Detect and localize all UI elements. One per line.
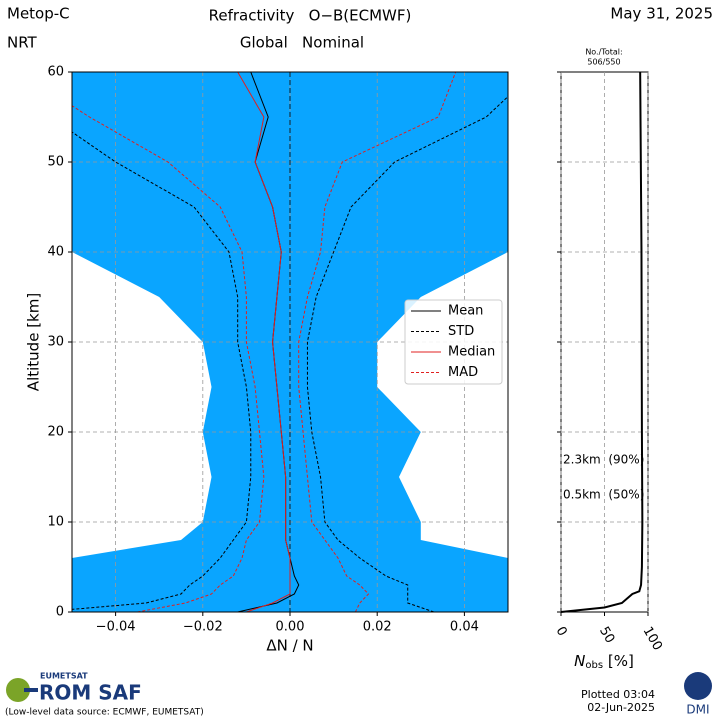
x-tick-label: 0.00 (276, 620, 305, 635)
legend-label: STD (448, 324, 474, 339)
legend-box (404, 299, 503, 385)
nobs-line (560, 71, 644, 613)
header-left: Metop-C (7, 5, 70, 23)
org: EUMETSAT (40, 672, 88, 681)
y-tick-label: 20 (47, 425, 64, 440)
dmi-text: DMI (686, 703, 709, 717)
label-unit: [%] (603, 652, 634, 670)
plotted: Plotted 03:04 (581, 688, 655, 701)
y-tick-label: 0 (56, 605, 64, 620)
y-tick-label: 40 (47, 245, 64, 260)
x-tick-label: 0 (553, 624, 570, 639)
right-subtitle: 506/550 (587, 58, 620, 67)
y-label: Altitude [km] (25, 293, 43, 391)
logo: EUMETSAT ROM SAF (Low-level data source:… (5, 672, 712, 718)
x-tick-label: 100 (640, 624, 665, 653)
annotation: 0.5km (50%) (563, 488, 644, 502)
x-tick-label: −0.04 (96, 620, 136, 635)
legend-label: MAD (448, 365, 478, 380)
header-center: Refractivity O−B(ECMWF) (209, 7, 412, 25)
y-tick-label: 50 (47, 155, 64, 170)
annotation: 2.3km (90%) (563, 453, 644, 467)
series-line (298, 72, 457, 612)
dmi-logo (684, 672, 712, 700)
y-tick-label: 30 (47, 335, 64, 350)
y-tick-label: 60 (47, 65, 64, 80)
series-line (306, 95, 508, 612)
logo-icon (24, 688, 38, 692)
series-line (72, 131, 252, 610)
plot-area (72, 72, 508, 612)
header-left2: NRT (7, 34, 38, 52)
x-tick-label: 0.04 (450, 620, 479, 635)
header-center2: Global Nominal (240, 34, 364, 52)
label-symbol: N (574, 652, 585, 670)
source: (Low-level data source: ECMWF, EUMETSAT) (5, 708, 204, 718)
label-sub: obs (585, 660, 603, 671)
series-line (72, 105, 265, 612)
legend-label: Median (448, 345, 495, 360)
logo-icon (6, 678, 30, 702)
x-label: ΔN / N (266, 637, 313, 655)
x-tick-label: 50 (596, 624, 617, 646)
y-tick-label: 10 (47, 515, 64, 530)
legend-label: Mean (448, 304, 483, 319)
x-tick-label: −0.02 (183, 620, 223, 635)
right-title: No./Total: (585, 48, 622, 57)
series-line (237, 72, 291, 612)
plotted-date: 02-Jun-2025 (587, 701, 655, 714)
header-right: May 31, 2025 (610, 5, 713, 23)
x-tick-label: 0.02 (363, 620, 392, 635)
logo-text: ROM SAF (39, 681, 142, 705)
right-x-label: Nobs [%] (574, 652, 634, 672)
